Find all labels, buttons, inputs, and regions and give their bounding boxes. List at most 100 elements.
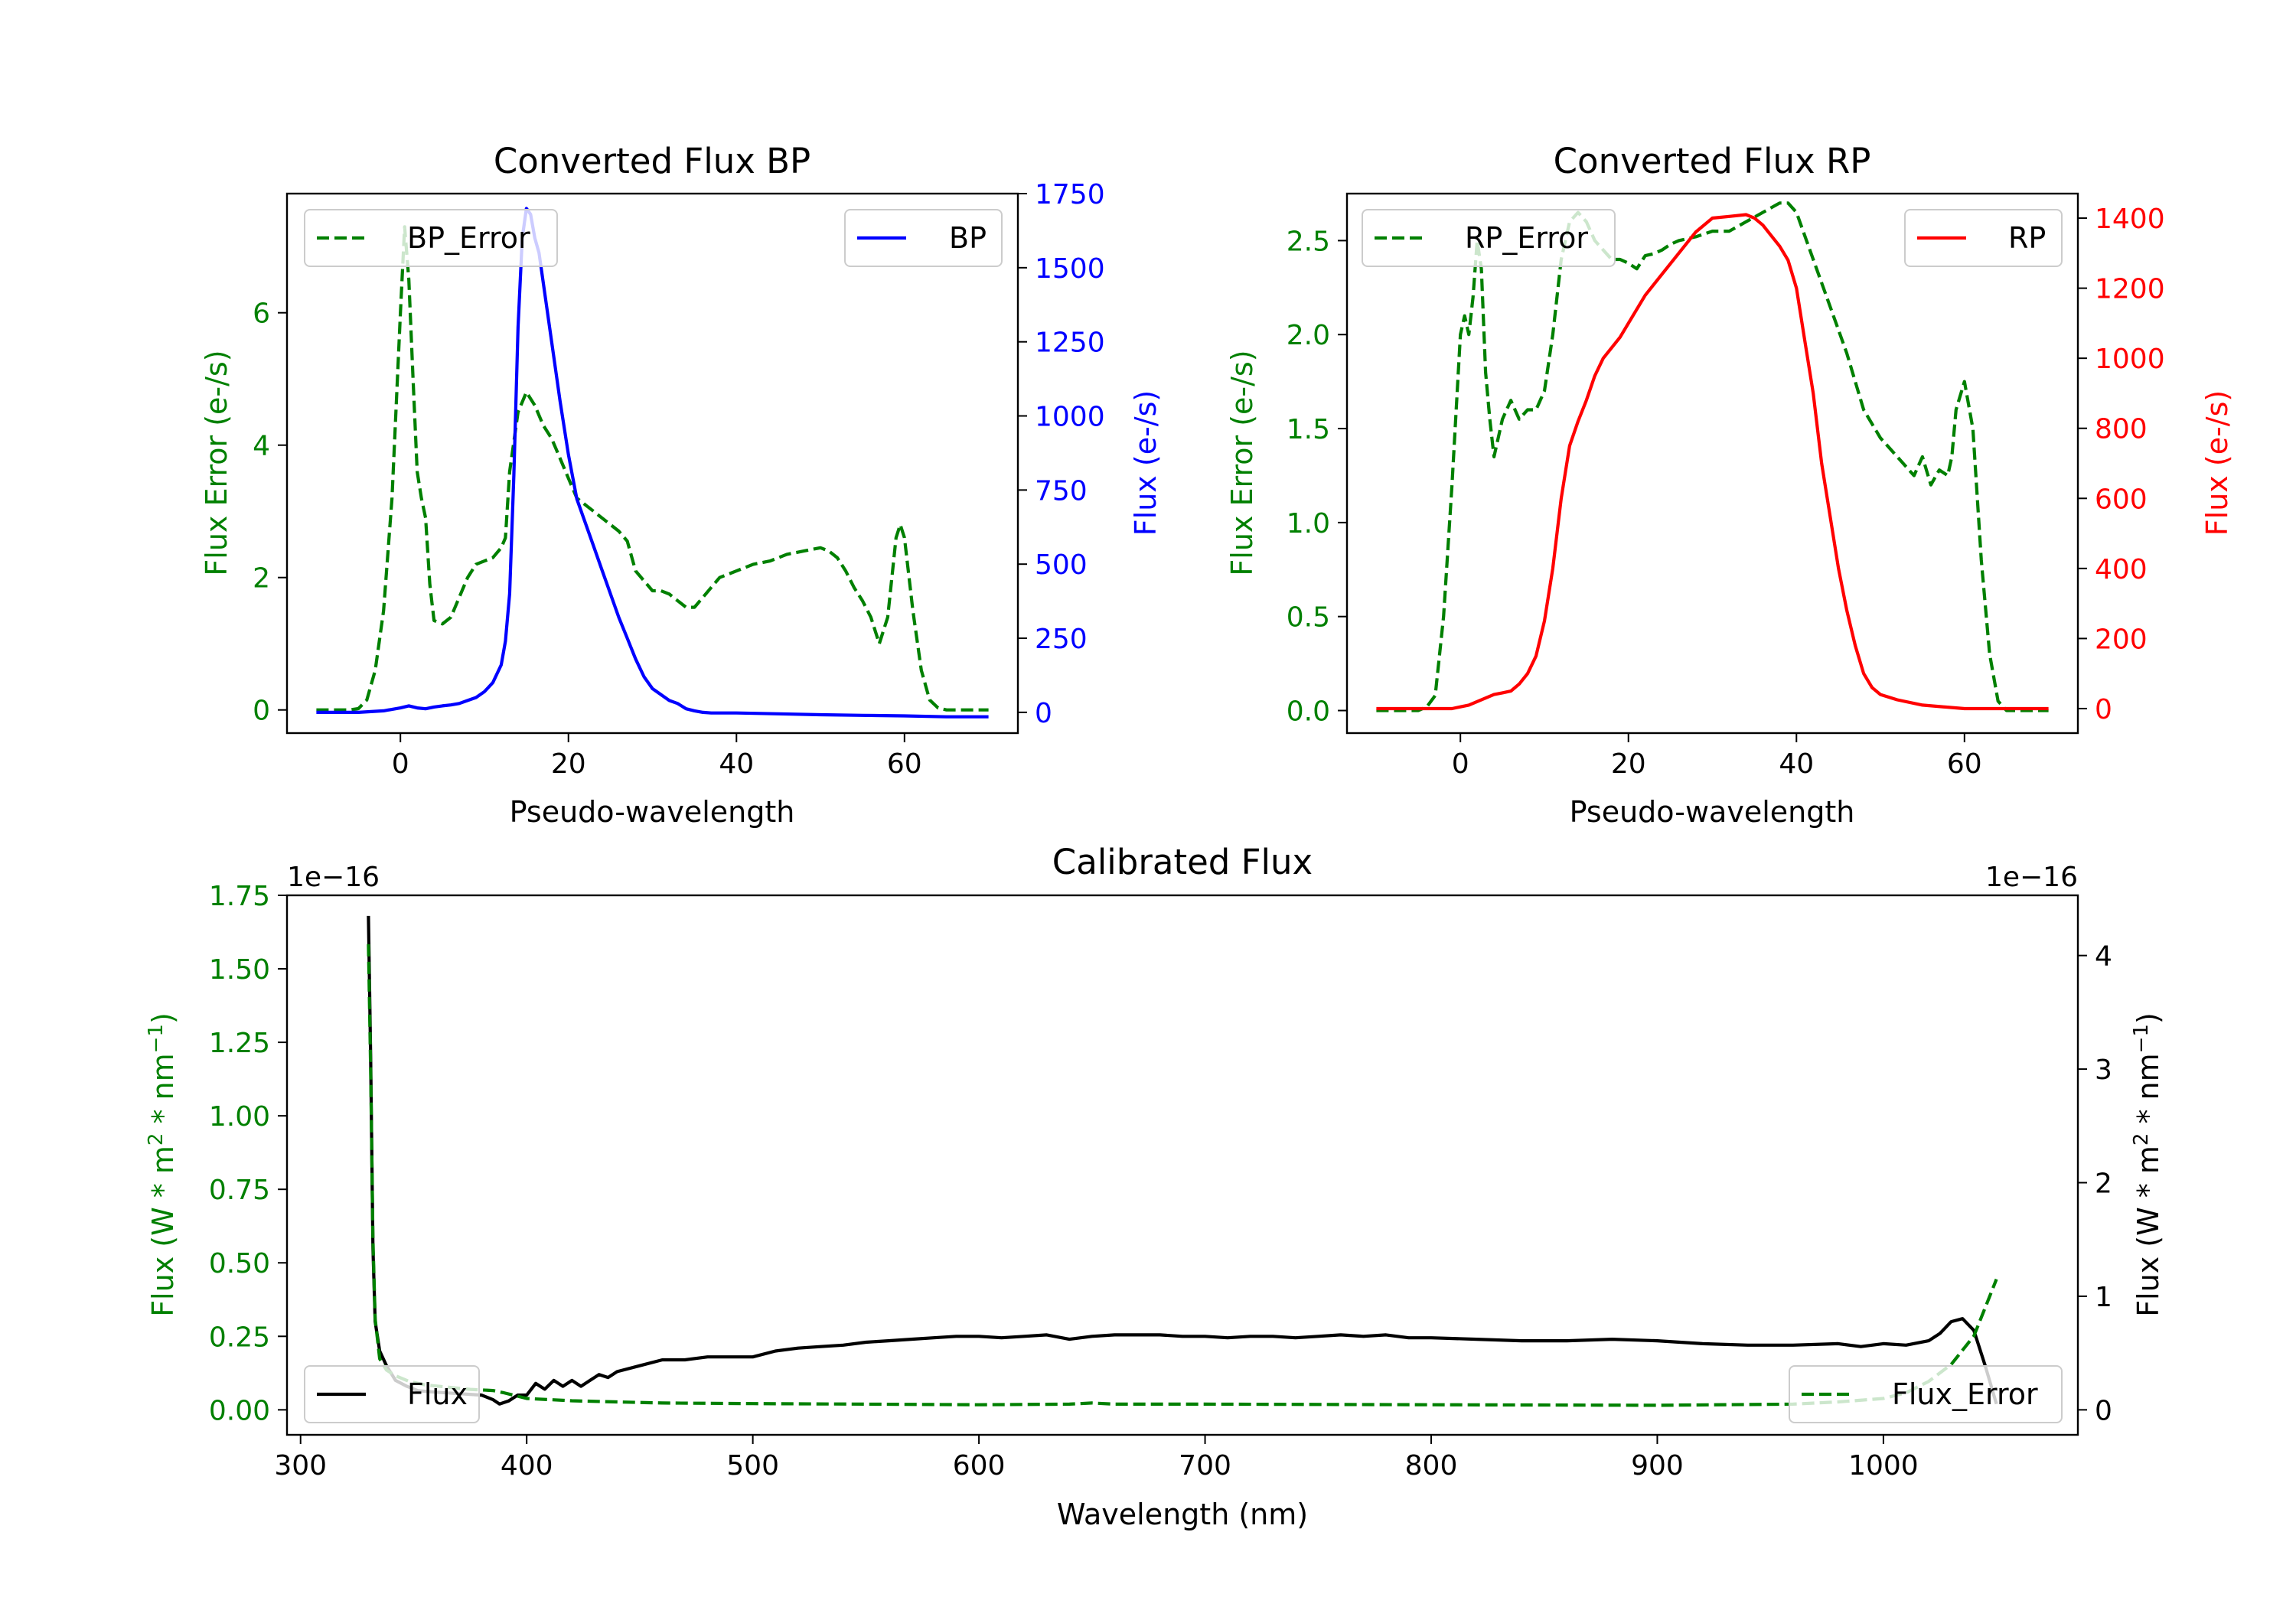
bp-legend-error: BP_Error — [304, 209, 558, 267]
cal-x-tick-label: 1000 — [1848, 1450, 1919, 1482]
cal-left-tick-label: 1.75 — [209, 881, 270, 912]
bp-series-layer — [316, 207, 989, 719]
bp-left-tick-label: 4 — [253, 431, 270, 462]
bp-right-tick-label: 1500 — [1035, 253, 1105, 285]
bp-x-tick-label: 20 — [551, 748, 586, 780]
bp-right-ticks: 0 250 500 750 1000 1250 1500 1750 — [1018, 179, 1105, 729]
cal-x-ticks: 300 400 500 600 700 800 900 1000 — [274, 1435, 1919, 1482]
cal-left-tick-label: 0.50 — [209, 1248, 270, 1279]
rp-left-axis-label: Flux Error (e-/s) — [1225, 350, 1259, 575]
cal-right-tick-label: 2 — [2095, 1169, 2112, 1200]
rp-legend-error: RP_Error — [1362, 209, 1616, 267]
cal-right-offset-label: 1e−16 — [1985, 862, 2078, 893]
bp-right-tick-label: 1000 — [1035, 402, 1105, 433]
rp-right-tick-label: 200 — [2095, 624, 2148, 655]
rp-x-tick-label: 20 — [1611, 748, 1646, 780]
rp-right-tick-label: 400 — [2095, 554, 2148, 585]
cal-left-axis-label: Flux (W * m2 * nm−1) — [145, 1012, 180, 1317]
rp-x-tick-label: 60 — [1947, 748, 1982, 780]
cal-right-label-sup2: 2 — [2130, 1133, 2153, 1146]
rp-left-tick-label: 2.5 — [1287, 226, 1330, 257]
cal-left-tick-label: 0.00 — [209, 1395, 270, 1426]
rp-right-tick-label: 800 — [2095, 414, 2148, 445]
cal-left-label-supm1: −1 — [145, 1024, 168, 1053]
cal-plot-frame — [285, 894, 2079, 1436]
rp-right-axis-label: Flux (e-/s) — [2200, 390, 2234, 536]
cal-left-tick-label: 1.50 — [209, 954, 270, 986]
rp-subplot: 0 20 40 60 0.0 0.5 1.0 1.5 2.0 2.5 0 200 400 600 800… — [1225, 141, 2234, 829]
rp-right-tick-label: 600 — [2095, 484, 2148, 515]
rp-legend-flux: RP — [1904, 209, 2063, 267]
rp-right-ticks: 0 200 400 600 800 1000 1200 1400 — [2078, 204, 2165, 725]
cal-legend-flux-box — [304, 1365, 480, 1423]
cal-left-label-post: ) — [146, 1012, 180, 1024]
bp-x-ticks: 0 20 40 60 — [392, 733, 922, 780]
cal-right-tick-label: 0 — [2095, 1395, 2112, 1426]
rp-left-tick-label: 1.0 — [1287, 508, 1330, 539]
cal-legend-error-box — [1789, 1365, 2063, 1423]
bp-series-bp-error-line — [316, 225, 989, 712]
cal-right-axis-label: Flux (W * m2 * nm−1) — [2130, 1012, 2165, 1317]
cal-left-label-sup2: 2 — [145, 1133, 168, 1146]
cal-x-tick-label: 300 — [274, 1450, 327, 1482]
cal-title: Calibrated Flux — [1052, 842, 1313, 882]
bp-right-axis-label: Flux (e-/s) — [1129, 390, 1163, 536]
cal-legend-error: Flux_Error — [1789, 1365, 2063, 1423]
calibrated-subplot: 300 400 500 600 700 800 900 1000 0.000.250.500.… — [145, 842, 2165, 1531]
bp-left-tick-label: 2 — [253, 563, 270, 595]
rp-right-tick-label: 1400 — [2095, 204, 2165, 235]
bp-x-tick-label: 40 — [719, 748, 754, 780]
bp-right-tick-label: 500 — [1035, 549, 1088, 581]
cal-left-label-pre: Flux (W * m — [146, 1146, 180, 1317]
bp-x-tick-label: 60 — [887, 748, 922, 780]
cal-x-tick-label: 400 — [501, 1450, 553, 1482]
bp-left-axis-label: Flux Error (e-/s) — [200, 350, 233, 575]
cal-x-tick-label: 800 — [1405, 1450, 1458, 1482]
bp-title: Converted Flux BP — [494, 141, 810, 181]
cal-left-tick-label: 1.25 — [209, 1028, 270, 1059]
rp-legend-error-label: RP_Error — [1465, 221, 1588, 255]
cal-left-tick-label: 0.75 — [209, 1175, 270, 1206]
bp-x-axis-label: Pseudo-wavelength — [510, 795, 795, 829]
cal-left-tick-label: 0.25 — [209, 1322, 270, 1353]
rp-legend-error-box — [1362, 209, 1616, 267]
bp-right-tick-label: 1750 — [1035, 179, 1105, 210]
rp-x-tick-label: 40 — [1779, 748, 1814, 780]
bp-legend-flux-box — [844, 209, 1003, 267]
bp-left-ticks: 0 2 4 6 — [253, 298, 287, 727]
bp-left-tick-label: 0 — [253, 696, 270, 727]
cal-x-tick-label: 500 — [726, 1450, 779, 1482]
cal-right-label-post: ) — [2131, 1012, 2165, 1024]
bp-left-tick-label: 6 — [253, 298, 270, 330]
rp-x-axis-label: Pseudo-wavelength — [1570, 795, 1855, 829]
rp-title: Converted Flux RP — [1554, 141, 1871, 181]
bp-x-tick-label: 0 — [392, 748, 409, 780]
bp-legend-error-label: BP_Error — [407, 221, 530, 255]
cal-right-ticks: 0 1 2 3 4 — [2078, 941, 2112, 1426]
rp-legend-flux-label: RP — [2008, 221, 2046, 255]
cal-x-tick-label: 900 — [1631, 1450, 1684, 1482]
rp-right-tick-label: 1200 — [2095, 274, 2165, 305]
bp-legend-flux-label: BP — [949, 221, 987, 255]
cal-left-tick-label: 1.00 — [209, 1101, 270, 1133]
cal-right-tick-label: 1 — [2095, 1282, 2112, 1313]
cal-right-label-mid: * nm — [2131, 1053, 2165, 1133]
cal-left-offset-label: 1e−16 — [287, 862, 380, 893]
rp-right-tick-label: 0 — [2095, 694, 2112, 725]
bp-plot-frame — [285, 192, 1019, 735]
rp-plot-frame — [1345, 192, 2079, 735]
rp-right-tick-label: 1000 — [2095, 344, 2165, 375]
rp-left-tick-label: 0.5 — [1287, 602, 1330, 634]
cal-right-label-pre: Flux (W * m — [2131, 1146, 2165, 1317]
rp-x-ticks: 0 20 40 60 — [1452, 733, 1982, 780]
bp-right-tick-label: 0 — [1035, 698, 1052, 729]
cal-legend-error-label: Flux_Error — [1892, 1377, 2038, 1411]
rp-left-tick-label: 2.0 — [1287, 320, 1330, 351]
cal-right-tick-label: 4 — [2095, 941, 2112, 973]
cal-x-tick-label: 600 — [953, 1450, 1006, 1482]
cal-x-axis-label: Wavelength (nm) — [1057, 1498, 1308, 1531]
cal-left-ticks: 0.00 0.25 0.50 0.75 1.00 1.25 1.50 1.75 — [209, 881, 287, 1426]
